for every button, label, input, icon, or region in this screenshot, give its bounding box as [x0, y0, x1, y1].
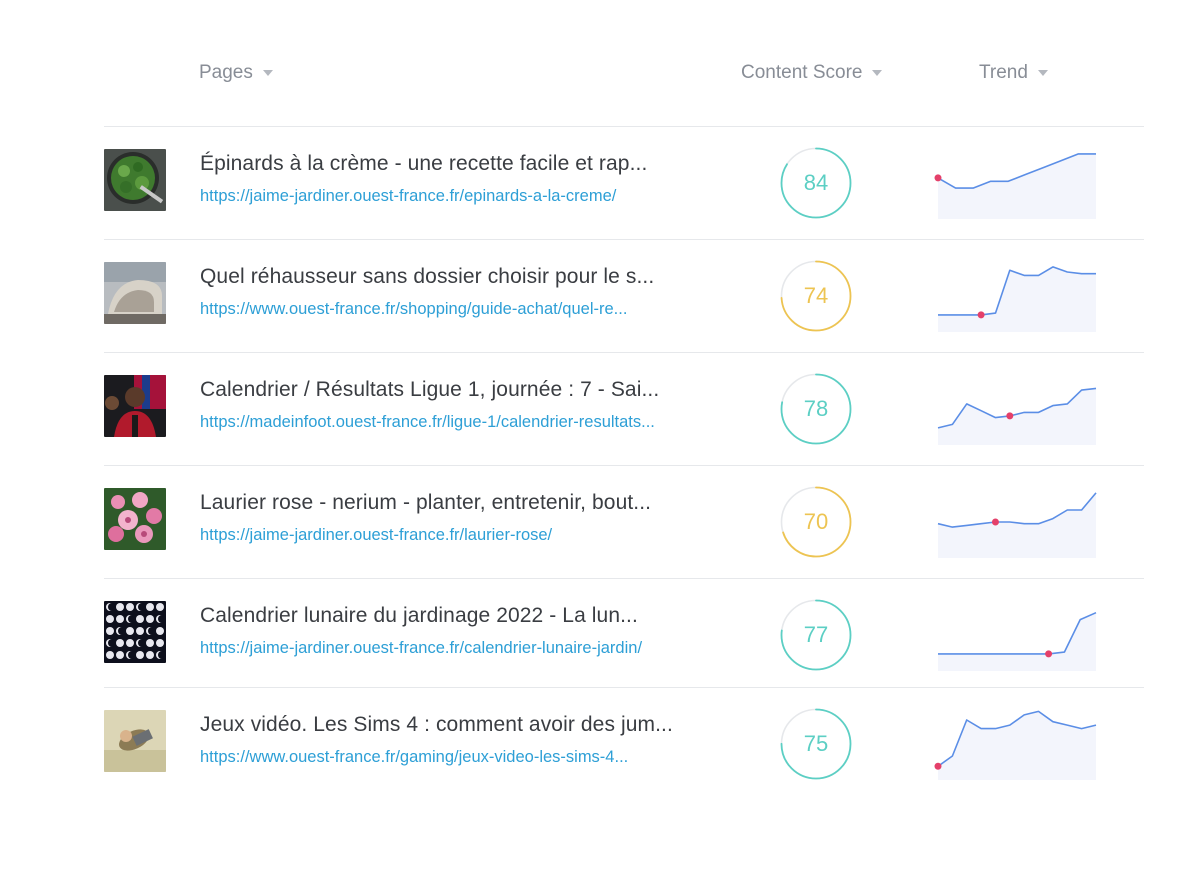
content-score-value: 74 [803, 283, 829, 308]
content-score-badge: 70 [780, 486, 852, 558]
car-seat-image [104, 262, 166, 324]
caret-down-icon [872, 70, 883, 76]
content-score-badge: 77 [780, 599, 852, 671]
page-title[interactable]: Laurier rose - nerium - planter, entrete… [200, 491, 652, 514]
caret-down-icon [1037, 70, 1048, 76]
trend-line [938, 266, 1096, 316]
trend-line [937, 387, 1097, 429]
page-title[interactable]: Quel réhausseur sans dossier choisir pou… [200, 265, 655, 288]
page-title[interactable]: Calendrier / Résultats Ligue 1, journée … [200, 378, 660, 401]
score-ring [780, 373, 852, 445]
table-row: Calendrier lunaire du jardinage 2022 - L… [104, 578, 1144, 687]
table-row: Laurier rose - nerium - planter, entrete… [104, 465, 1144, 578]
content-score-badge: 84 [780, 147, 852, 219]
table-row: Épinards à la crème - une recette facile… [104, 126, 1144, 239]
page-thumbnail[interactable] [104, 488, 166, 550]
trend-sparkline [934, 704, 1100, 784]
table-header: Pages Content Score Trend [0, 62, 1200, 98]
trend-area [938, 153, 1096, 219]
content-score-header-label: Content Score [741, 62, 863, 83]
page-url-link[interactable]: https://jaime-jardiner.ouest-france.fr/e… [200, 187, 617, 205]
score-ring [780, 708, 852, 780]
page-thumbnail[interactable] [104, 710, 166, 772]
trend-marker-dot [934, 174, 942, 182]
trend-header-label: Trend [979, 62, 1028, 83]
content-score-value: 75 [803, 731, 829, 756]
page-title[interactable]: Jeux vidéo. Les Sims 4 : comment avoir d… [200, 713, 673, 736]
content-score-value: 77 [803, 622, 829, 647]
content-score-value: 78 [803, 396, 829, 421]
content-score-badge: 78 [780, 373, 852, 445]
moon-phases-image [104, 601, 166, 663]
trend-area [938, 388, 1096, 445]
trend-line [938, 611, 1097, 655]
page-url-link[interactable]: https://www.ouest-france.fr/gaming/jeux-… [200, 748, 629, 766]
sims-character-image [104, 710, 166, 772]
pages-header-label: Pages [199, 62, 253, 83]
trend-marker-dot [934, 762, 942, 770]
trend-sparkline [934, 369, 1100, 449]
pink-flower-image [104, 488, 166, 550]
trend-line [937, 710, 1097, 767]
page-url-link[interactable]: https://jaime-jardiner.ouest-france.fr/l… [200, 526, 553, 544]
page-thumbnail[interactable] [104, 262, 166, 324]
trend-sparkline [934, 143, 1100, 223]
trend-marker-dot [991, 518, 999, 526]
content-score-badge: 74 [780, 260, 852, 332]
table-row: Calendrier / Résultats Ligue 1, journée … [104, 352, 1144, 465]
trend-line [937, 492, 1097, 528]
sort-content-score-header[interactable]: Content Score [741, 62, 883, 84]
trend-marker-dot [1045, 650, 1053, 658]
page-title[interactable]: Épinards à la crème - une recette facile… [200, 152, 648, 175]
trend-marker-dot [1006, 412, 1014, 420]
page-thumbnail[interactable] [104, 149, 166, 211]
trend-area [938, 612, 1096, 671]
sort-trend-header[interactable]: Trend [979, 62, 1048, 84]
page-url-link[interactable]: https://madeinfoot.ouest-france.fr/ligue… [200, 413, 655, 431]
score-ring [780, 486, 852, 558]
caret-down-icon [262, 70, 273, 76]
page-url-link[interactable]: https://jaime-jardiner.ouest-france.fr/c… [200, 639, 643, 657]
content-score-value: 84 [803, 170, 829, 195]
spinach-pan-image [104, 149, 166, 211]
score-ring [780, 147, 852, 219]
trend-sparkline [934, 256, 1100, 336]
trend-sparkline [934, 595, 1100, 675]
table-row: Jeux vidéo. Les Sims 4 : comment avoir d… [104, 687, 1144, 800]
table-body: Épinards à la crème - une recette facile… [104, 126, 1144, 800]
page-thumbnail[interactable] [104, 375, 166, 437]
trend-line [937, 153, 1096, 189]
trend-marker-dot [977, 311, 985, 319]
trend-area [938, 492, 1096, 558]
content-score-badge: 75 [780, 708, 852, 780]
page-title[interactable]: Calendrier lunaire du jardinage 2022 - L… [200, 604, 638, 627]
trend-area [938, 266, 1096, 332]
score-ring [780, 599, 852, 671]
page-thumbnail[interactable] [104, 601, 166, 663]
trend-sparkline [934, 482, 1100, 562]
page-url-link[interactable]: https://www.ouest-france.fr/shopping/gui… [200, 300, 628, 318]
table-row: Quel réhausseur sans dossier choisir pou… [104, 239, 1144, 352]
score-ring [780, 260, 852, 332]
football-player-image [104, 375, 166, 437]
trend-area [938, 711, 1096, 780]
sort-pages-header[interactable]: Pages [199, 62, 273, 84]
content-score-value: 70 [803, 509, 829, 534]
